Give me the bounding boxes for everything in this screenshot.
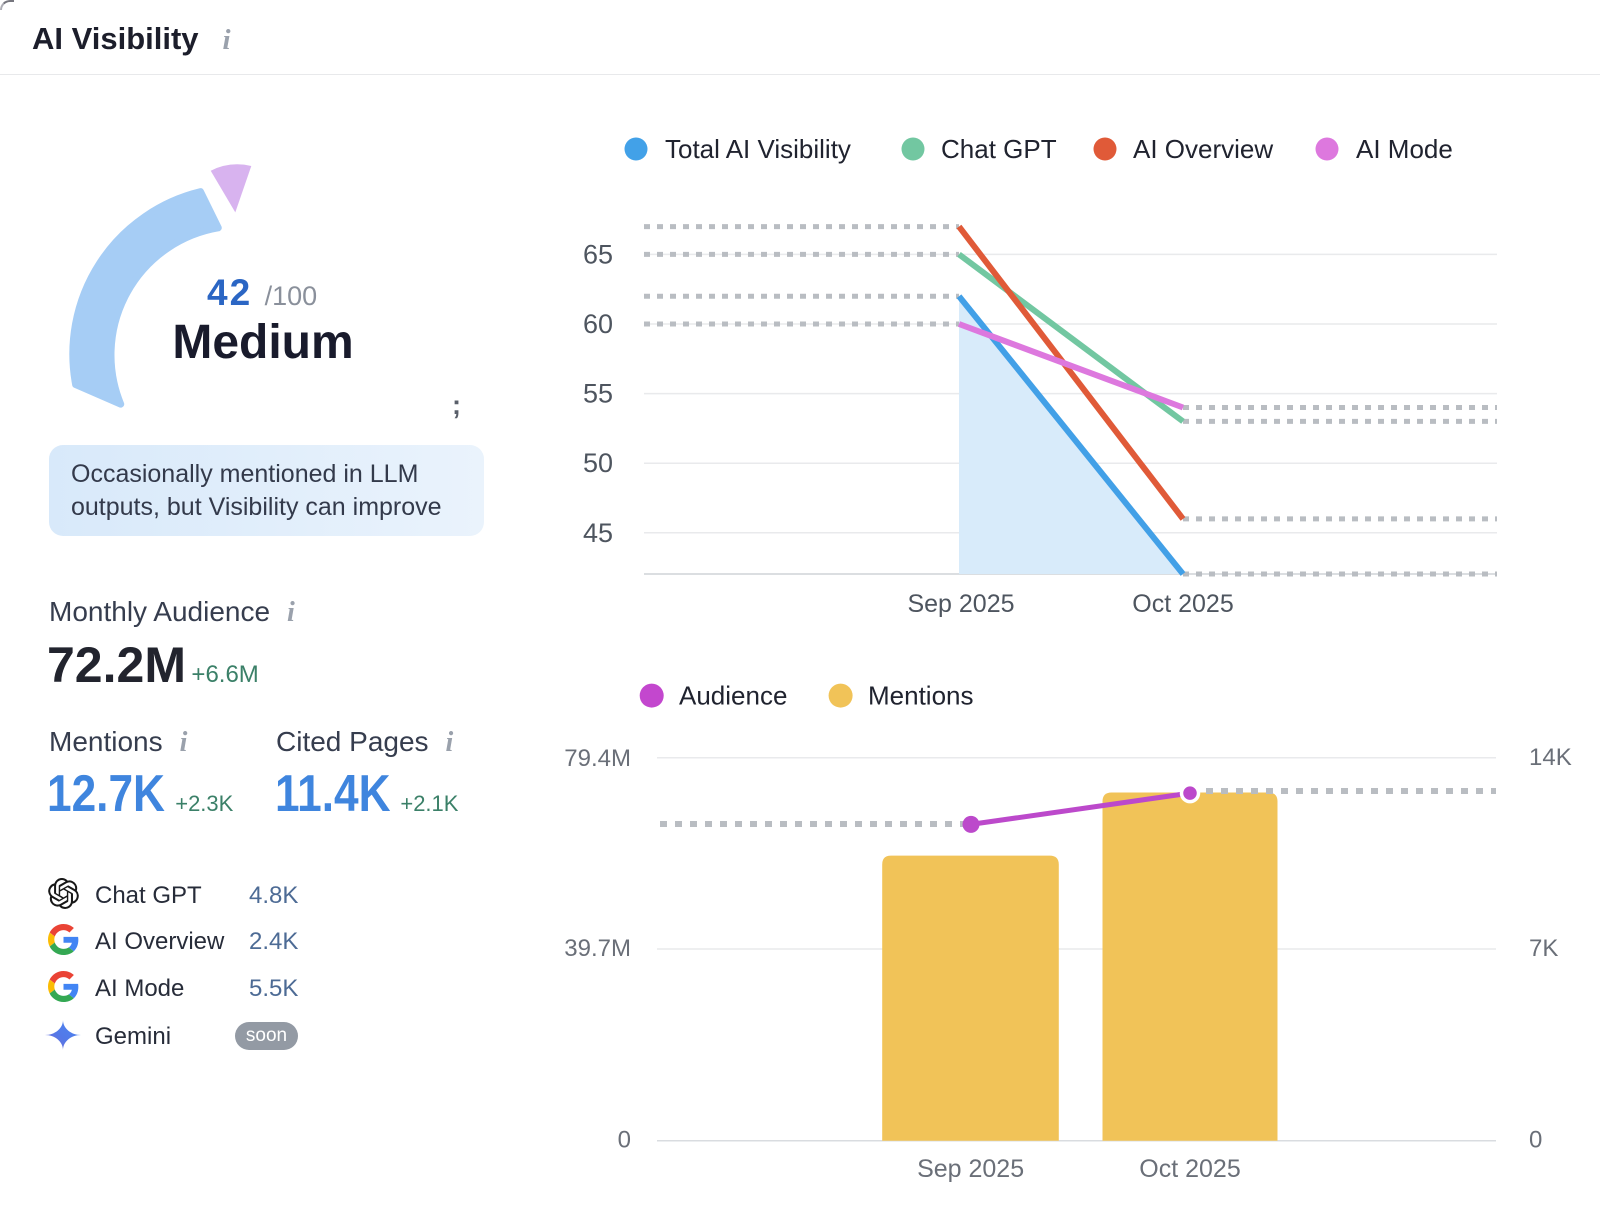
svg-text:65: 65 bbox=[583, 239, 613, 269]
svg-text:60: 60 bbox=[583, 309, 613, 339]
svg-text:14K: 14K bbox=[1529, 744, 1572, 771]
svg-text:0: 0 bbox=[1529, 1127, 1542, 1154]
svg-text:Mentions: Mentions bbox=[868, 681, 974, 711]
svg-text:39.7M: 39.7M bbox=[564, 935, 631, 962]
svg-text:Audience: Audience bbox=[679, 681, 787, 711]
svg-text:55: 55 bbox=[583, 379, 613, 409]
svg-text:50: 50 bbox=[583, 448, 613, 478]
svg-text:Chat GPT: Chat GPT bbox=[941, 134, 1057, 164]
svg-text:AI Overview: AI Overview bbox=[1133, 134, 1273, 164]
svg-text:Sep 2025: Sep 2025 bbox=[917, 1155, 1024, 1183]
svg-text:7K: 7K bbox=[1529, 935, 1558, 962]
svg-text:Sep 2025: Sep 2025 bbox=[907, 590, 1014, 618]
svg-text:79.4M: 79.4M bbox=[564, 745, 631, 772]
svg-text:0: 0 bbox=[618, 1127, 631, 1154]
svg-text:Oct 2025: Oct 2025 bbox=[1132, 590, 1233, 618]
svg-text:Total AI Visibility: Total AI Visibility bbox=[665, 134, 851, 164]
svg-text:45: 45 bbox=[583, 518, 613, 548]
svg-text:Oct 2025: Oct 2025 bbox=[1139, 1155, 1240, 1183]
svg-text:AI Mode: AI Mode bbox=[1356, 134, 1453, 164]
